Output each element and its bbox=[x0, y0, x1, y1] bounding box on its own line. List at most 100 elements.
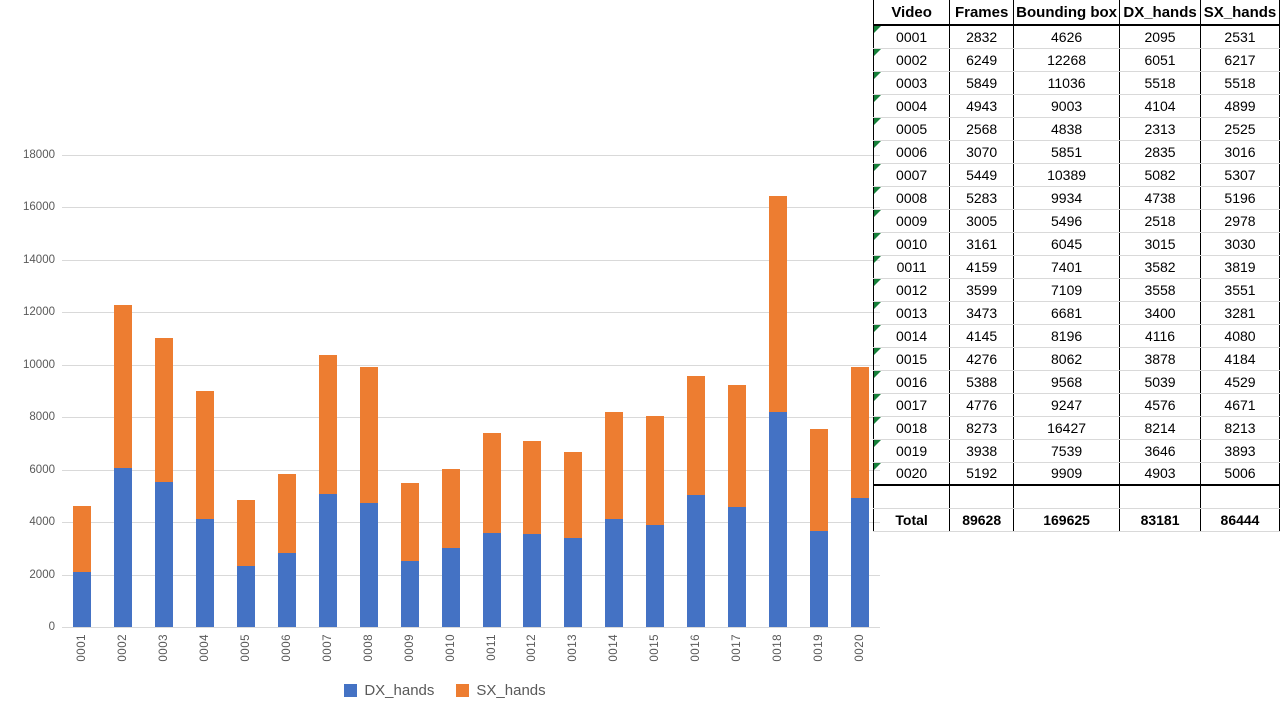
stacked-bar-0019[interactable] bbox=[809, 429, 828, 627]
video-id-cell[interactable]: 0015 bbox=[872, 347, 951, 371]
bar-segment-sx-0019[interactable] bbox=[809, 429, 828, 532]
stacked-bar-0009[interactable] bbox=[400, 482, 419, 627]
stacked-bar-0012[interactable] bbox=[523, 440, 542, 627]
table-cell[interactable]: 5388 bbox=[949, 370, 1015, 394]
bar-segment-dx-0013[interactable] bbox=[564, 537, 583, 627]
table-cell[interactable]: 5518 bbox=[1200, 71, 1280, 95]
table-cell[interactable]: 3599 bbox=[949, 278, 1015, 302]
bar-segment-sx-0016[interactable] bbox=[687, 376, 706, 495]
stacked-bar-0002[interactable] bbox=[114, 305, 133, 627]
table-cell[interactable]: 6045 bbox=[1013, 232, 1121, 256]
table-cell[interactable]: 2835 bbox=[1119, 140, 1201, 164]
total-value-cell[interactable]: 169625 bbox=[1013, 508, 1121, 532]
stacked-bar-0018[interactable] bbox=[768, 196, 787, 627]
table-cell[interactable]: 2978 bbox=[1200, 209, 1280, 233]
bar-segment-dx-0018[interactable] bbox=[768, 411, 787, 627]
total-value-cell[interactable]: 89628 bbox=[949, 508, 1015, 532]
table-cell[interactable]: 8196 bbox=[1013, 324, 1121, 348]
table-cell[interactable]: 8213 bbox=[1200, 416, 1280, 440]
stacked-bar-0013[interactable] bbox=[564, 451, 583, 627]
table-cell[interactable]: 5283 bbox=[949, 186, 1015, 210]
table-cell[interactable]: 3005 bbox=[949, 209, 1015, 233]
table-cell[interactable]: 3070 bbox=[949, 140, 1015, 164]
total-value-cell[interactable]: 86444 bbox=[1200, 508, 1280, 532]
column-header-video[interactable]: Video bbox=[872, 0, 951, 26]
bar-segment-sx-0012[interactable] bbox=[523, 440, 542, 534]
bar-segment-dx-0003[interactable] bbox=[155, 482, 174, 627]
empty-cell[interactable] bbox=[949, 485, 1015, 509]
bar-segment-sx-0015[interactable] bbox=[646, 415, 665, 526]
table-cell[interactable]: 4903 bbox=[1119, 462, 1201, 486]
stacked-bar-0008[interactable] bbox=[359, 366, 378, 627]
video-id-cell[interactable]: 0012 bbox=[872, 278, 951, 302]
video-id-cell[interactable]: 0020 bbox=[872, 462, 951, 486]
video-id-cell[interactable]: 0007 bbox=[872, 163, 951, 187]
bar-segment-sx-0011[interactable] bbox=[482, 432, 501, 534]
table-cell[interactable]: 4626 bbox=[1013, 25, 1121, 49]
table-cell[interactable]: 4576 bbox=[1119, 393, 1201, 417]
table-cell[interactable]: 4159 bbox=[949, 255, 1015, 279]
table-cell[interactable]: 8214 bbox=[1119, 416, 1201, 440]
table-cell[interactable]: 4104 bbox=[1119, 94, 1201, 118]
column-header-frames[interactable]: Frames bbox=[949, 0, 1015, 26]
bar-segment-sx-0018[interactable] bbox=[768, 196, 787, 412]
bar-segment-sx-0008[interactable] bbox=[359, 366, 378, 503]
bar-segment-dx-0010[interactable] bbox=[441, 547, 460, 627]
table-cell[interactable]: 5851 bbox=[1013, 140, 1121, 164]
table-cell[interactable]: 3473 bbox=[949, 301, 1015, 325]
video-id-cell[interactable]: 0018 bbox=[872, 416, 951, 440]
table-cell[interactable]: 3030 bbox=[1200, 232, 1280, 256]
stacked-bar-0014[interactable] bbox=[605, 412, 624, 627]
video-id-cell[interactable]: 0006 bbox=[872, 140, 951, 164]
table-cell[interactable]: 3878 bbox=[1119, 347, 1201, 371]
stacked-bar-0001[interactable] bbox=[73, 505, 92, 627]
video-id-cell[interactable]: 0004 bbox=[872, 94, 951, 118]
legend-item-sx-hands[interactable]: SX_hands bbox=[456, 682, 546, 699]
table-cell[interactable]: 4276 bbox=[949, 347, 1015, 371]
table-cell[interactable]: 3551 bbox=[1200, 278, 1280, 302]
table-cell[interactable]: 3281 bbox=[1200, 301, 1280, 325]
table-cell[interactable]: 3646 bbox=[1119, 439, 1201, 463]
bar-segment-dx-0006[interactable] bbox=[277, 552, 296, 627]
table-cell[interactable]: 3582 bbox=[1119, 255, 1201, 279]
bar-segment-dx-0019[interactable] bbox=[809, 531, 828, 627]
stacked-bar-0003[interactable] bbox=[155, 337, 174, 627]
stacked-bar-0006[interactable] bbox=[277, 473, 296, 627]
stacked-bar-0010[interactable] bbox=[441, 468, 460, 627]
table-cell[interactable]: 5849 bbox=[949, 71, 1015, 95]
table-cell[interactable]: 4529 bbox=[1200, 370, 1280, 394]
table-cell[interactable]: 3893 bbox=[1200, 439, 1280, 463]
bar-segment-dx-0001[interactable] bbox=[73, 572, 92, 627]
video-id-cell[interactable]: 0017 bbox=[872, 393, 951, 417]
table-cell[interactable]: 2313 bbox=[1119, 117, 1201, 141]
table-cell[interactable]: 3558 bbox=[1119, 278, 1201, 302]
table-cell[interactable]: 10389 bbox=[1013, 163, 1121, 187]
table-cell[interactable]: 5496 bbox=[1013, 209, 1121, 233]
stacked-bar-0004[interactable] bbox=[196, 390, 215, 627]
bar-segment-sx-0004[interactable] bbox=[196, 390, 215, 520]
column-header-bounding-box[interactable]: Bounding box bbox=[1013, 0, 1121, 26]
table-cell[interactable]: 16427 bbox=[1013, 416, 1121, 440]
bar-segment-sx-0005[interactable] bbox=[237, 500, 256, 567]
table-cell[interactable]: 12268 bbox=[1013, 48, 1121, 72]
table-cell[interactable]: 4184 bbox=[1200, 347, 1280, 371]
total-label-cell[interactable]: Total bbox=[872, 508, 951, 532]
empty-cell[interactable] bbox=[1200, 485, 1280, 509]
empty-cell[interactable] bbox=[872, 485, 951, 509]
table-cell[interactable]: 4738 bbox=[1119, 186, 1201, 210]
table-cell[interactable]: 8062 bbox=[1013, 347, 1121, 371]
video-id-cell[interactable]: 0005 bbox=[872, 117, 951, 141]
table-cell[interactable]: 5196 bbox=[1200, 186, 1280, 210]
table-cell[interactable]: 9003 bbox=[1013, 94, 1121, 118]
table-cell[interactable]: 4776 bbox=[949, 393, 1015, 417]
table-cell[interactable]: 6249 bbox=[949, 48, 1015, 72]
bar-segment-sx-0020[interactable] bbox=[850, 367, 869, 499]
stacked-bar-0020[interactable] bbox=[850, 367, 869, 627]
stacked-bar-0007[interactable] bbox=[318, 354, 337, 627]
table-cell[interactable]: 5039 bbox=[1119, 370, 1201, 394]
bar-segment-dx-0002[interactable] bbox=[114, 468, 133, 627]
table-cell[interactable]: 2531 bbox=[1200, 25, 1280, 49]
table-cell[interactable]: 9934 bbox=[1013, 186, 1121, 210]
table-cell[interactable]: 2568 bbox=[949, 117, 1015, 141]
bar-segment-dx-0012[interactable] bbox=[523, 533, 542, 627]
